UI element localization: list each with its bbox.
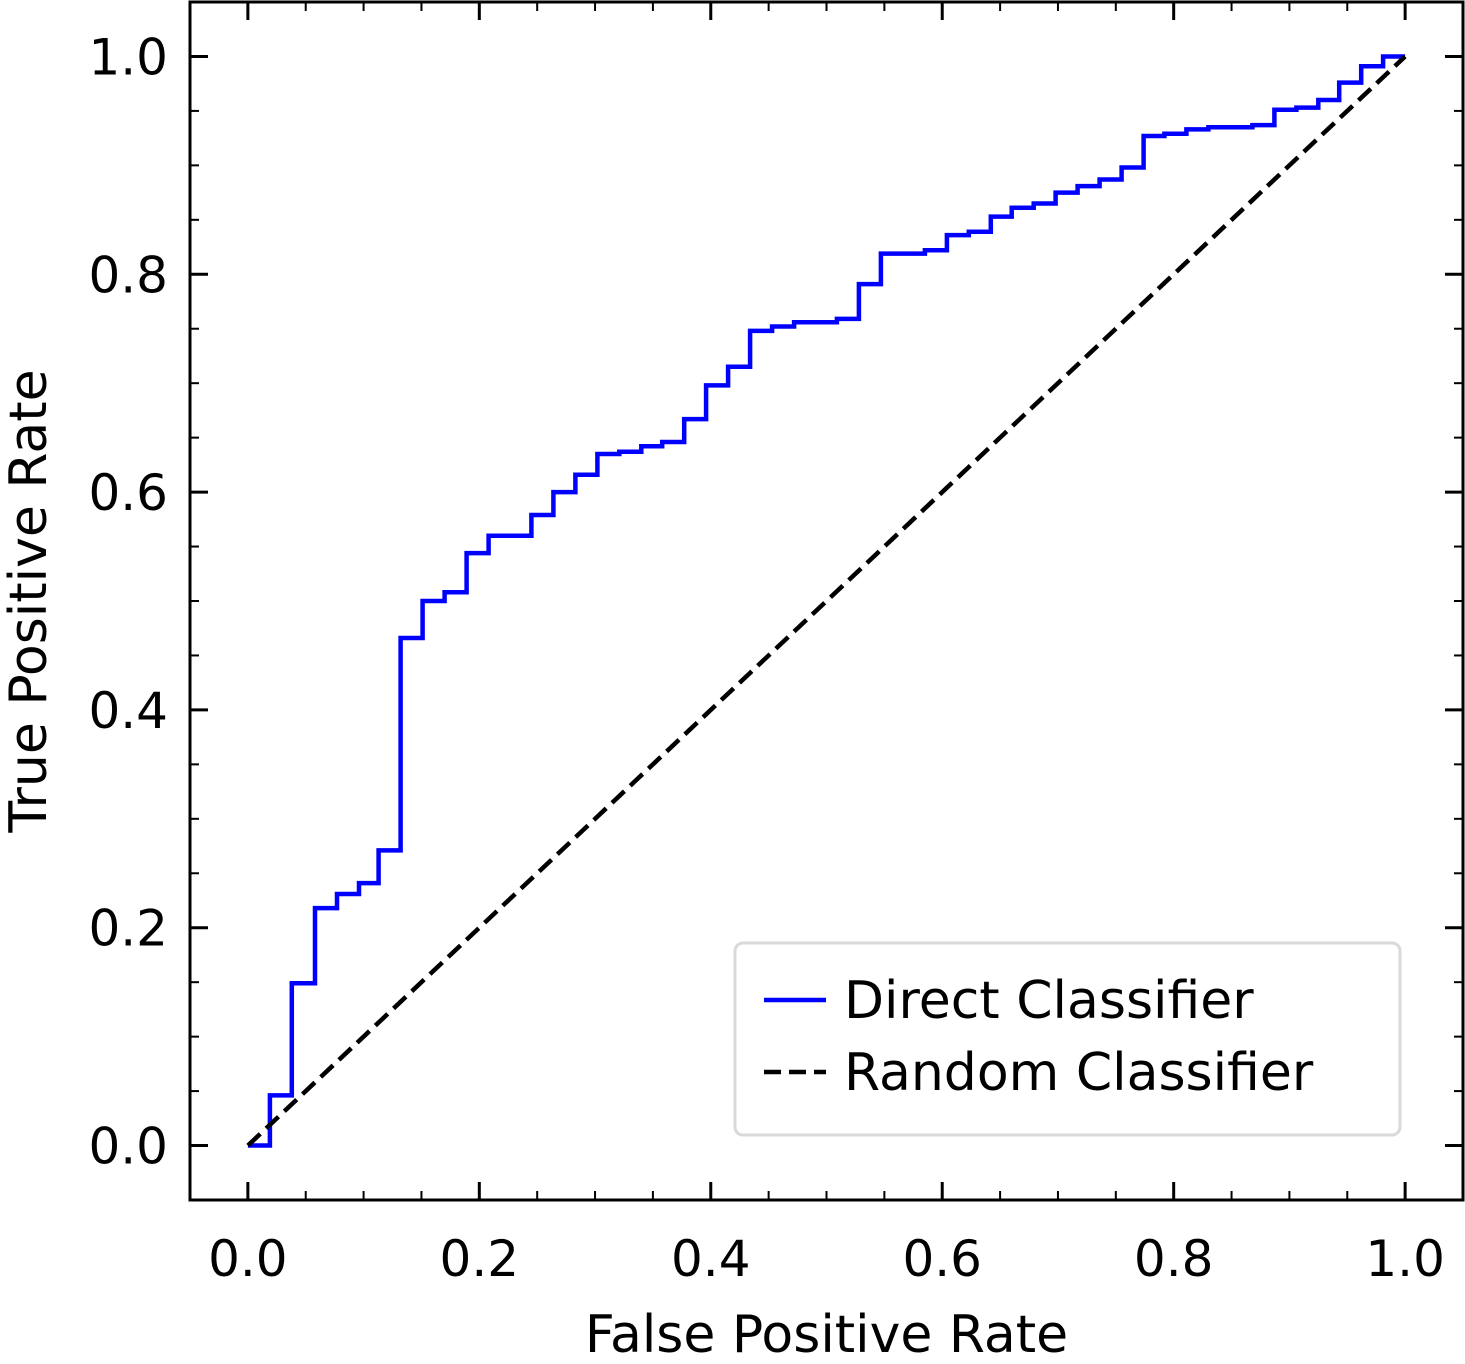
y-tick-label: 0.4 (88, 682, 168, 740)
plot-frame (188, 0, 1465, 1202)
x-axis-title: False Positive Rate (585, 1305, 1068, 1364)
y-tick-label: 0.0 (88, 1118, 168, 1176)
x-tick-label: 0.2 (440, 1230, 520, 1288)
x-tick-label: 0.6 (902, 1230, 982, 1288)
y-axis-title: True Positive Rate (0, 369, 59, 833)
legend-box (733, 941, 1402, 1137)
x-tick-label: 0.8 (1134, 1230, 1214, 1288)
x-tick-label: 1.0 (1365, 1230, 1445, 1288)
y-tick-label: 0.6 (88, 464, 168, 522)
y-tick-label: 1.0 (88, 28, 168, 86)
y-tick-label: 0.2 (88, 900, 168, 958)
tick-labels: 0.0 0.2 0.4 0.6 0.8 1.0 0.0 0.2 0.4 0.6 0.8 1.0 (88, 28, 1444, 1288)
legend-label-direct-classifier: Direct Classifier (844, 971, 1254, 1031)
legend: Direct Classifier Random Classifier (733, 941, 1402, 1137)
y-tick-label: 0.8 (88, 246, 168, 304)
x-tick-label: 0.4 (671, 1230, 751, 1288)
series-direct-classifier (247, 54, 1406, 1148)
plot-series (246, 54, 1407, 1148)
legend-label-random-classifier: Random Classifier (844, 1043, 1314, 1103)
x-tick-label: 0.0 (208, 1230, 288, 1288)
series-random-classifier (246, 54, 1407, 1148)
